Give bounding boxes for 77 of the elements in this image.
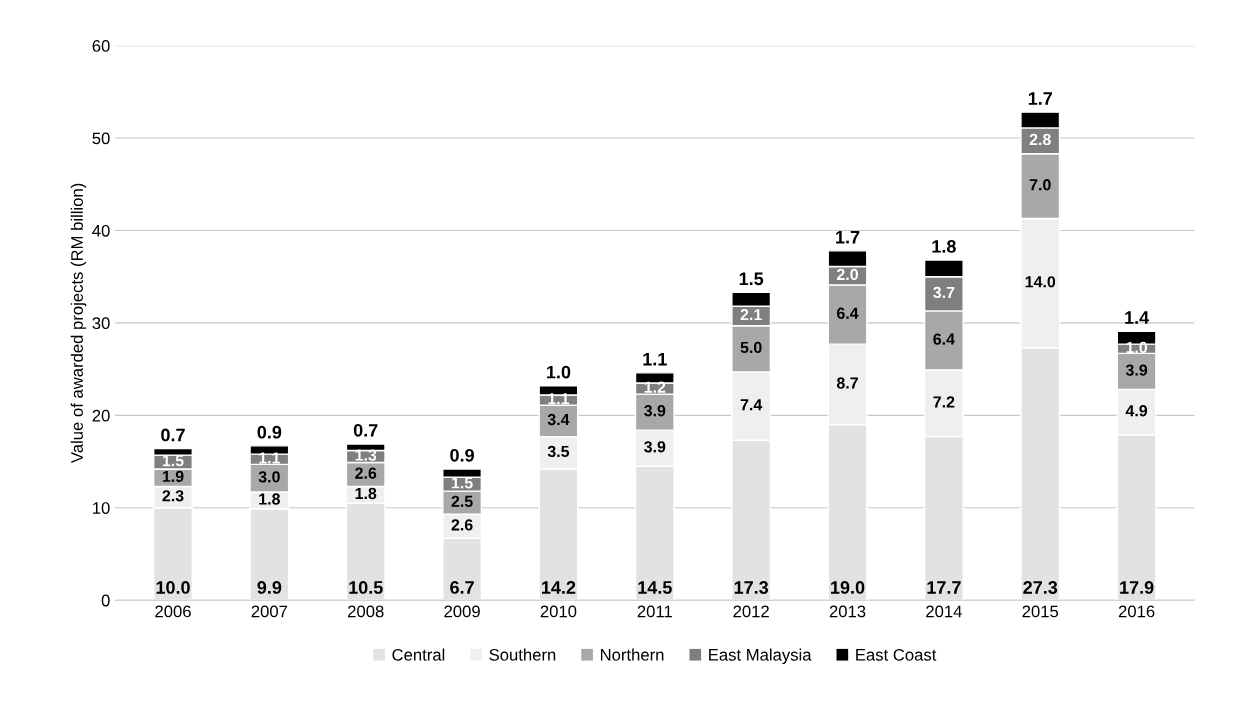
data-label: 1.8	[355, 487, 377, 500]
x-tick-label: 2014	[926, 605, 962, 618]
x-tick-label: 2016	[1118, 605, 1155, 618]
data-label: 1.0	[1126, 341, 1148, 354]
y-tick-label: 60	[92, 40, 110, 52]
data-label: 10.0	[156, 581, 190, 594]
data-label: 4.9	[1125, 405, 1148, 417]
data-label: 0.7	[161, 428, 185, 442]
x-tick-label: 2006	[155, 605, 191, 618]
data-label: 3.9	[644, 405, 666, 417]
data-label: 2.6	[451, 519, 473, 531]
data-label: 7.2	[933, 396, 955, 408]
legend-label: Central	[392, 648, 445, 661]
y-tick-label: 0	[101, 594, 110, 607]
data-label: 3.4	[547, 413, 570, 426]
data-label: 1.5	[162, 455, 184, 467]
legend-label: Northern	[600, 648, 664, 661]
data-label: 1.5	[739, 272, 764, 286]
data-label: 14.2	[542, 581, 576, 594]
data-label: 7.4	[740, 399, 763, 411]
data-label: 3.9	[1125, 364, 1148, 376]
data-label: 6.4	[933, 333, 955, 345]
data-label: 3.9	[644, 441, 666, 453]
data-label: 17.7	[927, 581, 961, 594]
y-axis-title: Value of awarded projects (RM billion)	[70, 183, 87, 464]
x-tick-label: 2012	[733, 605, 769, 618]
data-label: 1.4	[1125, 311, 1150, 324]
data-label: 14.5	[638, 581, 672, 594]
x-tick-label: 2011	[637, 605, 672, 618]
legend-label: Southern	[489, 648, 556, 661]
data-label: 3.0	[258, 471, 280, 483]
x-tick-label: 2015	[1022, 605, 1059, 618]
data-label: 2.6	[355, 467, 377, 479]
data-label: 9.9	[257, 581, 282, 594]
data-label: 1.9	[162, 470, 184, 483]
x-tick-label: 2010	[540, 605, 577, 618]
data-label: 2.0	[836, 268, 858, 281]
data-label: 0.9	[257, 425, 282, 439]
y-tick-label: 40	[92, 224, 110, 237]
data-label: 5.0	[740, 341, 762, 354]
data-label: 1.1	[643, 352, 667, 366]
legend-label: East Coast	[856, 648, 937, 661]
data-label: 10.5	[349, 581, 383, 594]
data-label: 2.5	[451, 495, 473, 507]
y-tick-label: 30	[92, 317, 110, 330]
data-label: 2.3	[162, 490, 184, 502]
data-label: 3.7	[933, 286, 955, 299]
data-label: 1.7	[1028, 92, 1052, 105]
x-tick-label: 2009	[444, 605, 480, 618]
data-label: 6.7	[450, 581, 474, 594]
data-label: 2.8	[1029, 133, 1051, 146]
data-label: 8.7	[836, 377, 858, 389]
data-label: 3.5	[547, 445, 570, 458]
data-label: 17.3	[734, 581, 769, 594]
data-label: 7.0	[1029, 179, 1051, 191]
legend-label: East Malaysia	[709, 648, 812, 665]
data-label: 17.9	[1120, 581, 1154, 594]
data-label: 1.1	[548, 393, 570, 405]
data-label: 1.7	[836, 230, 860, 244]
data-label: 1.8	[932, 240, 956, 253]
y-tick-label: 10	[93, 502, 110, 514]
data-label: 19.0	[831, 581, 865, 594]
y-tick-label: 50	[92, 132, 110, 145]
data-label: 14.0	[1025, 276, 1056, 288]
data-label: 2.1	[740, 308, 762, 321]
data-label: 0.7	[353, 423, 378, 437]
data-label: 1.1	[259, 452, 281, 464]
data-label: 1.0	[547, 365, 571, 379]
x-tick-label: 2007	[251, 605, 288, 618]
data-label: 6.4	[837, 307, 859, 319]
data-label: 1.8	[259, 493, 280, 505]
x-tick-label: 2008	[348, 605, 384, 618]
data-label: 1.2	[644, 381, 666, 393]
x-tick-label: 2013	[829, 605, 866, 618]
y-tick-label: 20	[92, 409, 110, 422]
data-label: 0.9	[450, 448, 474, 462]
data-label: 27.3	[1023, 581, 1058, 594]
